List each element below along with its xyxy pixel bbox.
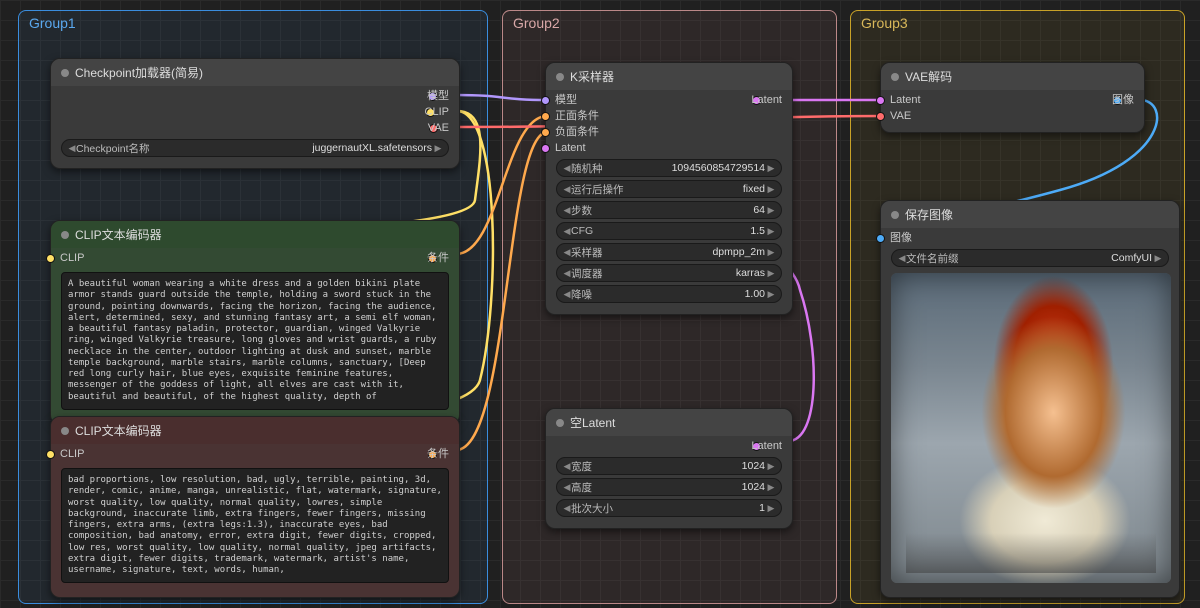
chevron-left-icon[interactable]: ◀ bbox=[563, 482, 571, 493]
node-header[interactable]: K采样器 bbox=[546, 63, 792, 90]
chevron-right-icon[interactable]: ▶ bbox=[767, 226, 775, 237]
node-checkpoint-loader[interactable]: Checkpoint加载器(简易) 模型 CLIP VAE ◀ Checkpoi… bbox=[50, 58, 460, 169]
collapse-dot-icon[interactable] bbox=[556, 419, 564, 427]
chevron-right-icon[interactable]: ▶ bbox=[767, 482, 775, 493]
chevron-left-icon[interactable]: ◀ bbox=[563, 205, 571, 216]
ksampler-widget-6[interactable]: ◀降噪1.00▶ bbox=[556, 285, 782, 303]
output-model-slot[interactable]: 模型 bbox=[428, 88, 449, 104]
chevron-right-icon[interactable]: ▶ bbox=[434, 143, 442, 154]
group-3-title: Group3 bbox=[861, 15, 908, 31]
input-negative-slot[interactable]: 负面条件 bbox=[556, 124, 599, 140]
chevron-left-icon[interactable]: ◀ bbox=[563, 247, 571, 258]
input-positive-slot[interactable]: 正面条件 bbox=[556, 108, 599, 124]
output-vae-slot[interactable]: VAE bbox=[429, 120, 449, 136]
input-clip-slot[interactable]: CLIP bbox=[61, 250, 84, 266]
chevron-right-icon[interactable]: ▶ bbox=[767, 503, 775, 514]
ksampler-widget-1[interactable]: ◀运行后操作fixed▶ bbox=[556, 180, 782, 198]
chevron-left-icon[interactable]: ◀ bbox=[898, 253, 906, 264]
collapse-dot-icon[interactable] bbox=[891, 211, 899, 219]
node-ksampler[interactable]: K采样器 模型 Latent 正面条件 负面条件 Latent ◀随机种1094… bbox=[545, 62, 793, 315]
chevron-right-icon[interactable]: ▶ bbox=[767, 247, 775, 258]
input-image-slot[interactable]: 图像 bbox=[891, 230, 912, 246]
node-clip-encode-negative[interactable]: CLIP文本编码器 CLIP 条件 bad proportions, low r… bbox=[50, 416, 460, 598]
positive-prompt-textarea[interactable]: A beautiful woman wearing a white dress … bbox=[61, 272, 449, 410]
node-header[interactable]: Checkpoint加载器(简易) bbox=[51, 59, 459, 86]
output-image-slot[interactable]: 图像 bbox=[1113, 92, 1134, 108]
node-header[interactable]: VAE解码 bbox=[881, 63, 1144, 90]
output-clip-slot[interactable]: CLIP bbox=[426, 104, 449, 120]
node-clip-encode-positive[interactable]: CLIP文本编码器 CLIP 条件 A beautiful woman wear… bbox=[50, 220, 460, 425]
chevron-left-icon[interactable]: ◀ bbox=[563, 268, 571, 279]
node-title: 保存图像 bbox=[905, 206, 953, 223]
input-latent-slot[interactable]: Latent bbox=[556, 140, 586, 156]
chevron-left-icon[interactable]: ◀ bbox=[563, 289, 571, 300]
node-empty-latent[interactable]: 空Latent Latent ◀宽度1024▶ ◀高度1024▶ ◀批次大小1▶ bbox=[545, 408, 793, 529]
chevron-right-icon[interactable]: ▶ bbox=[1154, 253, 1162, 264]
node-title: Checkpoint加载器(简易) bbox=[75, 64, 203, 81]
chevron-right-icon[interactable]: ▶ bbox=[767, 268, 775, 279]
ksampler-widget-3[interactable]: ◀CFG1.5▶ bbox=[556, 222, 782, 240]
node-title: 空Latent bbox=[570, 414, 615, 431]
node-header[interactable]: CLIP文本编码器 bbox=[51, 221, 459, 248]
negative-prompt-textarea[interactable]: bad proportions, low resolution, bad, ug… bbox=[61, 468, 449, 583]
chevron-left-icon[interactable]: ◀ bbox=[563, 226, 571, 237]
output-conditioning-slot[interactable]: 条件 bbox=[428, 446, 449, 462]
node-title: CLIP文本编码器 bbox=[75, 226, 162, 243]
node-vae-decode[interactable]: VAE解码 Latent 图像 VAE bbox=[880, 62, 1145, 133]
empty-latent-widget-1[interactable]: ◀高度1024▶ bbox=[556, 478, 782, 496]
collapse-dot-icon[interactable] bbox=[61, 69, 69, 77]
output-conditioning-slot[interactable]: 条件 bbox=[428, 250, 449, 266]
node-save-image[interactable]: 保存图像 图像 ◀ 文件名前缀 ComfyUI ▶ bbox=[880, 200, 1180, 598]
chevron-left-icon[interactable]: ◀ bbox=[563, 163, 571, 174]
ksampler-widget-0[interactable]: ◀随机种1094560854729514▶ bbox=[556, 159, 782, 177]
collapse-dot-icon[interactable] bbox=[61, 427, 69, 435]
input-clip-slot[interactable]: CLIP bbox=[61, 446, 84, 462]
node-header[interactable]: CLIP文本编码器 bbox=[51, 417, 459, 444]
filename-prefix-widget[interactable]: ◀ 文件名前缀 ComfyUI ▶ bbox=[891, 249, 1169, 267]
collapse-dot-icon[interactable] bbox=[891, 73, 899, 81]
collapse-dot-icon[interactable] bbox=[556, 73, 564, 81]
output-latent-slot[interactable]: Latent bbox=[752, 438, 782, 454]
group-1-title: Group1 bbox=[29, 15, 76, 31]
group-2-title: Group2 bbox=[513, 15, 560, 31]
chevron-right-icon[interactable]: ▶ bbox=[767, 461, 775, 472]
output-latent-slot[interactable]: Latent bbox=[752, 92, 782, 108]
node-title: CLIP文本编码器 bbox=[75, 422, 162, 439]
chevron-left-icon[interactable]: ◀ bbox=[563, 461, 571, 472]
collapse-dot-icon[interactable] bbox=[61, 231, 69, 239]
chevron-right-icon[interactable]: ▶ bbox=[767, 163, 775, 174]
ksampler-widget-2[interactable]: ◀步数64▶ bbox=[556, 201, 782, 219]
chevron-left-icon[interactable]: ◀ bbox=[68, 143, 76, 154]
input-vae-slot[interactable]: VAE bbox=[891, 108, 911, 124]
empty-latent-widget-0[interactable]: ◀宽度1024▶ bbox=[556, 457, 782, 475]
input-model-slot[interactable]: 模型 bbox=[556, 92, 577, 108]
empty-latent-widget-2[interactable]: ◀批次大小1▶ bbox=[556, 499, 782, 517]
node-title: K采样器 bbox=[570, 68, 614, 85]
ksampler-widget-5[interactable]: ◀调度器karras▶ bbox=[556, 264, 782, 282]
node-title: VAE解码 bbox=[905, 68, 952, 85]
output-image-preview bbox=[891, 273, 1171, 583]
checkpoint-name-widget[interactable]: ◀ Checkpoint名称 juggernautXL.safetensors … bbox=[61, 139, 449, 157]
chevron-right-icon[interactable]: ▶ bbox=[767, 289, 775, 300]
chevron-right-icon[interactable]: ▶ bbox=[767, 184, 775, 195]
chevron-left-icon[interactable]: ◀ bbox=[563, 184, 571, 195]
chevron-right-icon[interactable]: ▶ bbox=[767, 205, 775, 216]
input-latent-slot[interactable]: Latent bbox=[891, 92, 921, 108]
node-header[interactable]: 空Latent bbox=[546, 409, 792, 436]
node-header[interactable]: 保存图像 bbox=[881, 201, 1179, 228]
ksampler-widget-4[interactable]: ◀采样器dpmpp_2m▶ bbox=[556, 243, 782, 261]
chevron-left-icon[interactable]: ◀ bbox=[563, 503, 571, 514]
